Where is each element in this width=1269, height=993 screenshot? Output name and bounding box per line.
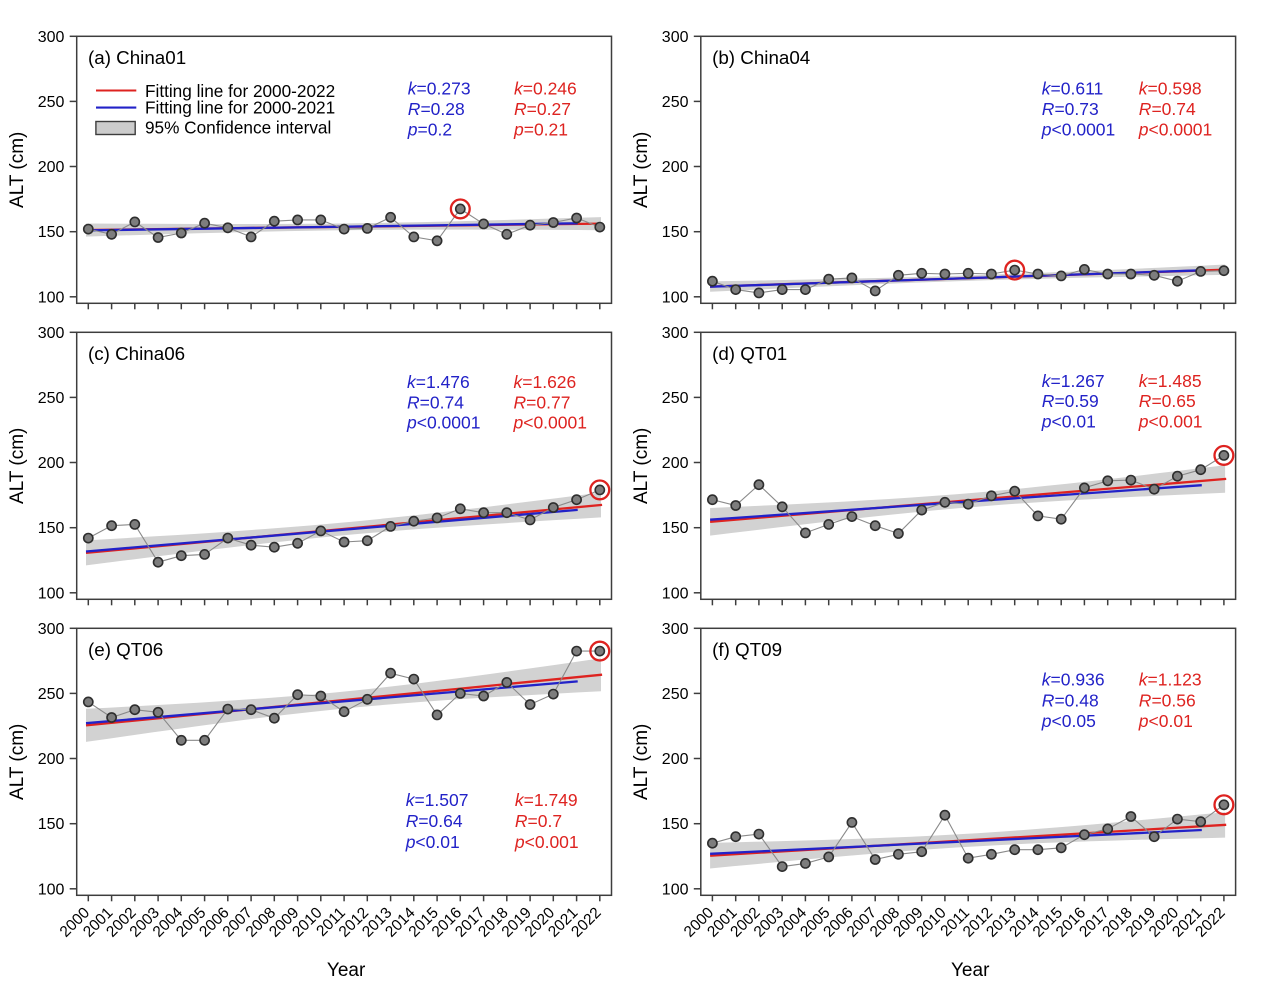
svg-text:k=0.611: k=0.611: [1042, 79, 1103, 99]
svg-text:p<0.001: p<0.001: [514, 832, 579, 852]
svg-text:300: 300: [662, 325, 689, 342]
svg-text:R=0.7: R=0.7: [515, 811, 562, 831]
svg-text:k=1.123: k=1.123: [1139, 669, 1202, 689]
svg-text:200: 200: [38, 751, 65, 768]
svg-text:p=0.2: p=0.2: [407, 120, 452, 140]
svg-text:250: 250: [662, 390, 689, 407]
svg-text:k=1.507: k=1.507: [406, 790, 469, 810]
svg-text:(c) China06: (c) China06: [88, 343, 185, 364]
svg-text:p=0.21: p=0.21: [513, 120, 568, 140]
svg-text:100: 100: [38, 289, 65, 306]
svg-text:ALT (cm): ALT (cm): [631, 724, 652, 800]
svg-text:k=0.936: k=0.936: [1042, 669, 1105, 689]
svg-text:ALT (cm): ALT (cm): [7, 724, 28, 800]
svg-text:250: 250: [662, 686, 689, 703]
svg-text:R=0.73: R=0.73: [1042, 99, 1099, 119]
svg-text:k=1.749: k=1.749: [515, 790, 578, 810]
svg-text:300: 300: [38, 29, 65, 46]
svg-text:Fitting line for 2000-2021: Fitting line for 2000-2021: [145, 98, 335, 118]
svg-text:R=0.65: R=0.65: [1139, 391, 1196, 411]
svg-text:250: 250: [38, 686, 65, 703]
svg-text:250: 250: [662, 94, 689, 111]
svg-text:100: 100: [662, 881, 689, 898]
svg-text:R=0.74: R=0.74: [1139, 99, 1196, 119]
svg-text:ALT (cm): ALT (cm): [7, 428, 28, 504]
svg-text:100: 100: [662, 289, 689, 306]
svg-text:(b) China04: (b) China04: [712, 47, 810, 68]
svg-text:200: 200: [662, 159, 689, 176]
svg-text:100: 100: [662, 585, 689, 602]
svg-text:Fitting line for 2000-2022: Fitting line for 2000-2022: [145, 81, 335, 101]
svg-text:150: 150: [38, 224, 65, 241]
svg-text:250: 250: [38, 390, 65, 407]
svg-text:k=1.485: k=1.485: [1139, 371, 1202, 391]
svg-text:Year: Year: [327, 960, 366, 981]
svg-text:150: 150: [662, 224, 689, 241]
svg-text:k=0.598: k=0.598: [1139, 79, 1202, 99]
svg-text:R=0.27: R=0.27: [514, 99, 571, 119]
svg-text:200: 200: [38, 455, 65, 472]
svg-text:k=1.626: k=1.626: [514, 372, 577, 392]
svg-text:Year: Year: [951, 960, 990, 981]
svg-text:ALT (cm): ALT (cm): [7, 132, 28, 208]
svg-text:150: 150: [38, 520, 65, 537]
svg-text:k=0.246: k=0.246: [514, 79, 577, 99]
svg-text:300: 300: [38, 621, 65, 638]
svg-text:300: 300: [662, 29, 689, 46]
svg-text:p<0.0001: p<0.0001: [513, 413, 587, 433]
svg-text:p<0.001: p<0.001: [1138, 412, 1203, 432]
svg-text:p<0.05: p<0.05: [1041, 711, 1096, 731]
svg-text:250: 250: [38, 94, 65, 111]
svg-text:R=0.28: R=0.28: [408, 99, 465, 119]
svg-text:200: 200: [662, 751, 689, 768]
svg-text:p<0.01: p<0.01: [1041, 412, 1096, 432]
svg-text:p<0.0001: p<0.0001: [1041, 120, 1115, 140]
svg-text:(f) QT09: (f) QT09: [712, 639, 782, 660]
svg-text:R=0.64: R=0.64: [406, 811, 463, 831]
svg-text:100: 100: [38, 881, 65, 898]
svg-text:R=0.74: R=0.74: [407, 392, 464, 412]
svg-text:95% Confidence interval: 95% Confidence interval: [145, 118, 331, 138]
svg-text:k=1.476: k=1.476: [407, 372, 470, 392]
svg-text:R=0.59: R=0.59: [1042, 391, 1099, 411]
svg-text:200: 200: [662, 455, 689, 472]
svg-text:300: 300: [38, 325, 65, 342]
svg-text:p<0.0001: p<0.0001: [406, 413, 480, 433]
svg-text:R=0.48: R=0.48: [1042, 690, 1099, 710]
svg-text:300: 300: [662, 621, 689, 638]
svg-text:(e) QT06: (e) QT06: [88, 639, 163, 660]
svg-text:k=1.267: k=1.267: [1042, 371, 1105, 391]
svg-text:ALT (cm): ALT (cm): [631, 132, 652, 208]
svg-text:(a) China01: (a) China01: [88, 47, 186, 68]
svg-text:ALT (cm): ALT (cm): [631, 428, 652, 504]
svg-text:150: 150: [38, 816, 65, 833]
svg-text:p<0.0001: p<0.0001: [1138, 120, 1212, 140]
svg-text:k=0.273: k=0.273: [408, 79, 471, 99]
svg-text:150: 150: [662, 816, 689, 833]
svg-text:150: 150: [662, 520, 689, 537]
svg-text:R=0.77: R=0.77: [514, 392, 571, 412]
svg-text:200: 200: [38, 159, 65, 176]
svg-text:p<0.01: p<0.01: [1138, 711, 1193, 731]
svg-text:R=0.56: R=0.56: [1139, 690, 1196, 710]
svg-text:p<0.01: p<0.01: [405, 832, 460, 852]
svg-text:100: 100: [38, 585, 65, 602]
svg-text:(d) QT01: (d) QT01: [712, 343, 787, 364]
